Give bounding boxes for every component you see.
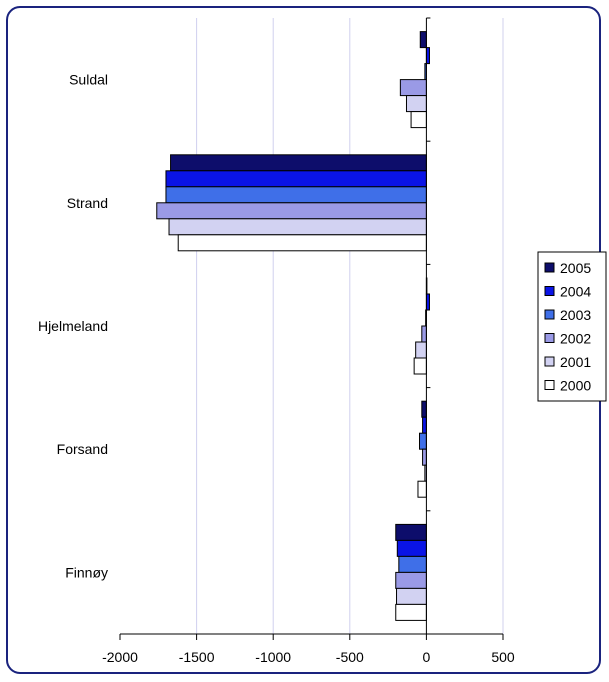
- bar-finnøy-2001: [396, 587, 427, 605]
- legend-label-2003: 2003: [560, 307, 591, 323]
- bar-forsand-2000: [417, 480, 427, 498]
- legend-label-2004: 2004: [560, 284, 591, 300]
- legend-label-2002: 2002: [560, 331, 591, 347]
- category-label-forsand: Forsand: [57, 441, 108, 457]
- category-label-hjelmeland: Hjelmeland: [38, 318, 108, 334]
- bars: [156, 31, 430, 621]
- axes: [119, 17, 504, 640]
- legend-swatch-2004: [544, 286, 555, 296]
- category-label-suldal: Suldal: [69, 72, 108, 88]
- x-tick-label-0: 0: [423, 649, 431, 665]
- bar-strand-2004: [165, 170, 427, 188]
- legend: 2005 2004 2003 2002 2001 2000: [537, 251, 607, 402]
- legend-swatch-2003: [544, 309, 555, 320]
- bar-strand-2000: [177, 234, 427, 252]
- bar-finnøy-2002: [395, 571, 427, 589]
- bar-hjelmeland-2002: [421, 325, 427, 343]
- bar-forsand-2002: [422, 448, 427, 466]
- bar-finnøy-2003: [398, 555, 427, 573]
- category-label-strand: Strand: [67, 195, 108, 211]
- bar-hjelmeland-2000: [413, 357, 427, 375]
- bar-strand-2001: [168, 218, 427, 236]
- bar-suldal-2002: [399, 79, 427, 97]
- legend-label-2000: 2000: [560, 378, 591, 394]
- legend-swatch-2001: [544, 356, 555, 367]
- bar-finnøy-2000: [395, 603, 427, 621]
- bar-forsand-2003: [419, 432, 427, 450]
- legend-swatch-2005: [544, 262, 555, 273]
- x-tick-label--2000: -2000: [102, 649, 138, 665]
- bar-hjelmeland-2001: [415, 341, 427, 359]
- legend-swatch-2000: [544, 380, 555, 390]
- x-tick-label--1000: -1000: [255, 649, 291, 665]
- legend-swatch-2002: [544, 333, 555, 343]
- x-tick-label--1500: -1500: [179, 649, 215, 665]
- legend-label-2005: 2005: [560, 260, 591, 276]
- bar-finnøy-2004: [396, 539, 427, 557]
- bar-finnøy-2005: [395, 523, 427, 541]
- bar-suldal-2005: [419, 31, 427, 49]
- x-tick-label--500: -500: [336, 649, 364, 665]
- legend-box: [537, 251, 607, 402]
- tick-labels: -2000 -1500 -1000 -500 0 500: [102, 649, 515, 665]
- bar-strand-2002: [156, 202, 427, 220]
- bar-strand-2003: [165, 186, 427, 204]
- gridlines: [196, 18, 504, 634]
- bar-forsand-2005: [421, 400, 427, 418]
- category-label-finnøy: Finnøy: [65, 564, 108, 580]
- bar-suldal-2000: [410, 111, 427, 129]
- legend-label-2001: 2001: [560, 354, 591, 370]
- x-tick-label-500: 500: [491, 649, 515, 665]
- category-labels: Suldal Strand Hjelmeland Forsand Finnøy: [38, 72, 108, 581]
- bar-suldal-2001: [405, 95, 427, 113]
- bar-forsand-2004: [422, 416, 427, 434]
- plot-area: [120, 18, 503, 634]
- bar-strand-2005: [170, 154, 427, 172]
